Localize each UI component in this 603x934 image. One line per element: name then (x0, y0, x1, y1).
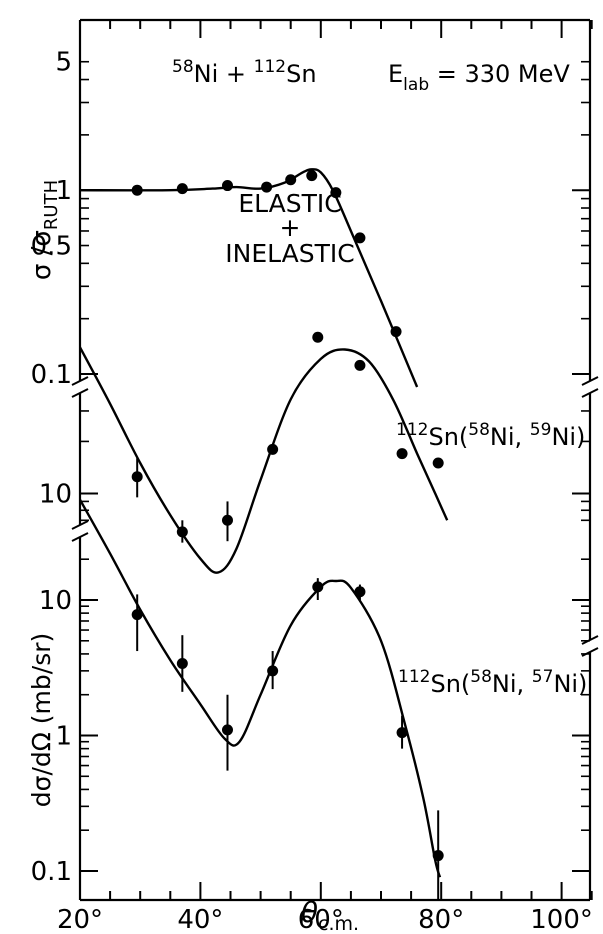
data-point (354, 232, 366, 244)
y-tick-label: 1 (55, 722, 72, 752)
axis-break-mark (71, 388, 89, 398)
data-point (432, 850, 444, 862)
data-point (396, 448, 408, 460)
x-tick-label: 80° (418, 905, 464, 934)
axis-break-mark (71, 376, 89, 386)
panel-labels: σ /σRUTH dσ/dΩ (mb/sr) 58Ni + 112Sn Elab = … (27, 57, 587, 807)
y-axis-title-cross-section: dσ/dΩ (mb/sr) (27, 633, 56, 808)
data-point (396, 727, 408, 739)
x-axis: 20° 40° 60° 80° 100° θc.m. (57, 20, 593, 934)
y-tick-label: 5 (55, 48, 72, 78)
axis-break-mark (581, 376, 599, 386)
plot-frame (71, 18, 599, 902)
annotation-elastic: ELASTIC (238, 189, 341, 218)
y-tick-label: 0.1 (31, 360, 72, 390)
annotation-plus: + (280, 213, 301, 242)
x-tick-label: 60° (298, 905, 344, 934)
panel-elastic (79, 168, 419, 388)
axis-break-mark (581, 388, 599, 398)
data-point (131, 471, 143, 483)
data-point (330, 187, 342, 199)
y-tick-label: 10 (39, 586, 72, 616)
data-point (221, 514, 233, 526)
y-tick-label: 10 (39, 480, 72, 510)
data-point (306, 170, 318, 182)
reaction-label-elastic: 58Ni + 112Sn (172, 57, 317, 88)
data-point (285, 174, 297, 186)
y-tick-label: 0.5 (31, 232, 72, 262)
reaction-label-59ni: 112Sn(58Ni, 59Ni) (396, 420, 585, 451)
x-axis-title: θc.m. (301, 896, 359, 934)
fit-curve (78, 499, 442, 878)
energy-label: Elab = 330 MeV (388, 60, 570, 95)
y-axes: 0.1 0.5 1 5 10 0.1 1 10 (31, 48, 590, 887)
panel-transfer-59ni (78, 331, 449, 574)
data-point (221, 180, 233, 192)
fit-curve (78, 346, 449, 574)
data-point (176, 657, 188, 669)
data-point (432, 457, 444, 469)
x-tick-label: 40° (177, 905, 223, 934)
data-point (354, 586, 366, 598)
annotation-inelastic: INELASTIC (225, 239, 354, 268)
panel-pickup-57ni (78, 499, 444, 902)
x-tick-label: 20° (57, 905, 103, 934)
data-point (267, 443, 279, 455)
data-point (354, 359, 366, 371)
data-point (261, 181, 273, 193)
data-point (312, 331, 324, 343)
y-axis-title-ratio: σ /σRUTH (27, 180, 62, 280)
data-point (176, 526, 188, 538)
data-point (221, 724, 233, 736)
data-point (390, 326, 402, 338)
data-point (176, 183, 188, 195)
data-point (312, 581, 324, 593)
y-tick-label: 0.1 (31, 857, 72, 887)
fit-curve (79, 168, 419, 388)
data-point (131, 184, 143, 196)
y-tick-label: 1 (55, 176, 72, 206)
axis-break-mark (71, 520, 89, 530)
axis-break-mark (71, 532, 89, 542)
reaction-label-57ni: 112Sn(58Ni, 57Ni) (398, 667, 587, 698)
data-point (131, 609, 143, 621)
data-point (267, 665, 279, 677)
x-tick-label: 100° (530, 905, 593, 934)
